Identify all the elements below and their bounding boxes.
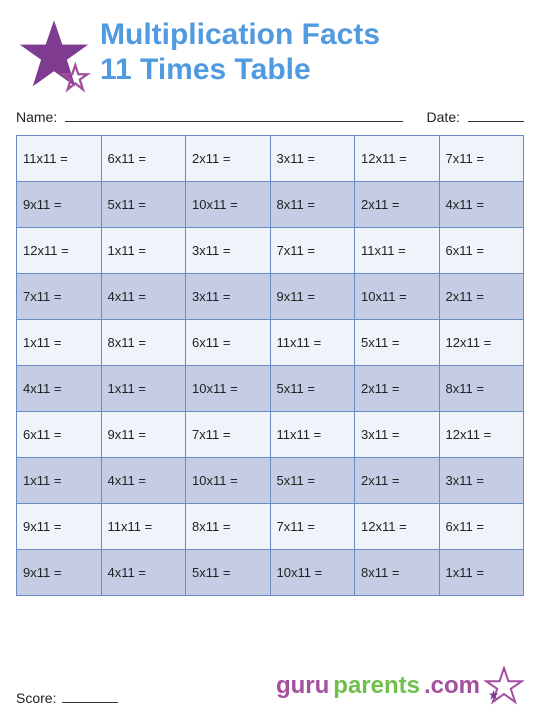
table-cell[interactable]: 10x11 = (186, 182, 271, 228)
table-cell[interactable]: 7x11 = (17, 274, 102, 320)
table-row: 9x11 =11x11 =8x11 =7x11 =12x11 =6x11 = (17, 504, 524, 550)
table-cell[interactable]: 6x11 = (186, 320, 271, 366)
table-cell[interactable]: 6x11 = (439, 504, 524, 550)
table-cell[interactable]: 12x11 = (355, 504, 440, 550)
table-cell[interactable]: 8x11 = (186, 504, 271, 550)
table-cell[interactable]: 11x11 = (17, 136, 102, 182)
table-cell[interactable]: 11x11 = (355, 228, 440, 274)
table-cell[interactable]: 5x11 = (355, 320, 440, 366)
table-cell[interactable]: 9x11 = (17, 504, 102, 550)
table-row: 1x11 =4x11 =10x11 =5x11 =2x11 =3x11 = (17, 458, 524, 504)
brand-part-com: .com (424, 672, 480, 700)
name-input-line[interactable] (65, 108, 402, 122)
table-row: 9x11 =4x11 =5x11 =10x11 =8x11 =1x11 = (17, 550, 524, 596)
score-block: Score: (16, 689, 118, 706)
table-cell[interactable]: 4x11 = (101, 458, 186, 504)
footer: Score: guruparents.com (16, 666, 524, 706)
table-cell[interactable]: 8x11 = (355, 550, 440, 596)
star-logo-icon (16, 18, 92, 94)
table-cell[interactable]: 9x11 = (101, 412, 186, 458)
table-cell[interactable]: 8x11 = (270, 182, 355, 228)
table-cell[interactable]: 9x11 = (270, 274, 355, 320)
name-date-row: Name: Date: (16, 108, 524, 125)
table-cell[interactable]: 12x11 = (17, 228, 102, 274)
table-row: 6x11 =9x11 =7x11 =11x11 =3x11 =12x11 = (17, 412, 524, 458)
table-cell[interactable]: 11x11 = (270, 412, 355, 458)
table-cell[interactable]: 12x11 = (439, 412, 524, 458)
table-cell[interactable]: 12x11 = (355, 136, 440, 182)
table-cell[interactable]: 6x11 = (17, 412, 102, 458)
table-cell[interactable]: 7x11 = (186, 412, 271, 458)
table-cell[interactable]: 7x11 = (270, 228, 355, 274)
table-cell[interactable]: 10x11 = (355, 274, 440, 320)
brand-logo: guruparents.com (276, 666, 524, 706)
table-cell[interactable]: 1x11 = (101, 228, 186, 274)
table-cell[interactable]: 4x11 = (101, 550, 186, 596)
title-line-2: 11 Times Table (100, 53, 524, 88)
table-cell[interactable]: 3x11 = (270, 136, 355, 182)
table-cell[interactable]: 7x11 = (270, 504, 355, 550)
table-cell[interactable]: 1x11 = (439, 550, 524, 596)
table-cell[interactable]: 1x11 = (17, 320, 102, 366)
score-input-line[interactable] (62, 689, 118, 703)
table-row: 9x11 =5x11 =10x11 =8x11 =2x11 =4x11 = (17, 182, 524, 228)
table-cell[interactable]: 3x11 = (186, 274, 271, 320)
table-cell[interactable]: 2x11 = (355, 182, 440, 228)
page-title: Multiplication Facts 11 Times Table (100, 18, 524, 87)
table-cell[interactable]: 8x11 = (439, 366, 524, 412)
table-cell[interactable]: 10x11 = (270, 550, 355, 596)
table-cell[interactable]: 5x11 = (270, 458, 355, 504)
table-cell[interactable]: 4x11 = (101, 274, 186, 320)
table-cell[interactable]: 2x11 = (355, 366, 440, 412)
score-label: Score: (16, 690, 56, 706)
table-cell[interactable]: 11x11 = (270, 320, 355, 366)
table-cell[interactable]: 10x11 = (186, 366, 271, 412)
brand-part-parents: parents (333, 672, 420, 700)
table-cell[interactable]: 10x11 = (186, 458, 271, 504)
table-row: 1x11 =8x11 =6x11 =11x11 =5x11 =12x11 = (17, 320, 524, 366)
table-cell[interactable]: 2x11 = (355, 458, 440, 504)
title-line-1: Multiplication Facts (100, 18, 524, 53)
table-cell[interactable]: 7x11 = (439, 136, 524, 182)
table-cell[interactable]: 1x11 = (101, 366, 186, 412)
table-row: 7x11 =4x11 =3x11 =9x11 =10x11 =2x11 = (17, 274, 524, 320)
table-cell[interactable]: 3x11 = (186, 228, 271, 274)
table-cell[interactable]: 1x11 = (17, 458, 102, 504)
table-cell[interactable]: 3x11 = (439, 458, 524, 504)
table-cell[interactable]: 8x11 = (101, 320, 186, 366)
table-cell[interactable]: 6x11 = (101, 136, 186, 182)
table-cell[interactable]: 6x11 = (439, 228, 524, 274)
date-label: Date: (427, 109, 460, 125)
table-row: 12x11 =1x11 =3x11 =7x11 =11x11 =6x11 = (17, 228, 524, 274)
table-cell[interactable]: 4x11 = (17, 366, 102, 412)
table-row: 11x11 =6x11 =2x11 =3x11 =12x11 =7x11 = (17, 136, 524, 182)
table-cell[interactable]: 5x11 = (186, 550, 271, 596)
table-cell[interactable]: 2x11 = (186, 136, 271, 182)
multiplication-table: 11x11 =6x11 =2x11 =3x11 =12x11 =7x11 =9x… (16, 135, 524, 596)
name-label: Name: (16, 109, 57, 125)
table-cell[interactable]: 9x11 = (17, 550, 102, 596)
table-cell[interactable]: 9x11 = (17, 182, 102, 228)
table-cell[interactable]: 5x11 = (270, 366, 355, 412)
table-cell[interactable]: 4x11 = (439, 182, 524, 228)
table-row: 4x11 =1x11 =10x11 =5x11 =2x11 =8x11 = (17, 366, 524, 412)
header: Multiplication Facts 11 Times Table (16, 18, 524, 94)
table-cell[interactable]: 3x11 = (355, 412, 440, 458)
date-input-line[interactable] (468, 108, 524, 122)
table-cell[interactable]: 5x11 = (101, 182, 186, 228)
table-cell[interactable]: 12x11 = (439, 320, 524, 366)
brand-part-guru: guru (276, 672, 329, 700)
footer-star-icon (484, 666, 524, 706)
table-cell[interactable]: 2x11 = (439, 274, 524, 320)
table-cell[interactable]: 11x11 = (101, 504, 186, 550)
